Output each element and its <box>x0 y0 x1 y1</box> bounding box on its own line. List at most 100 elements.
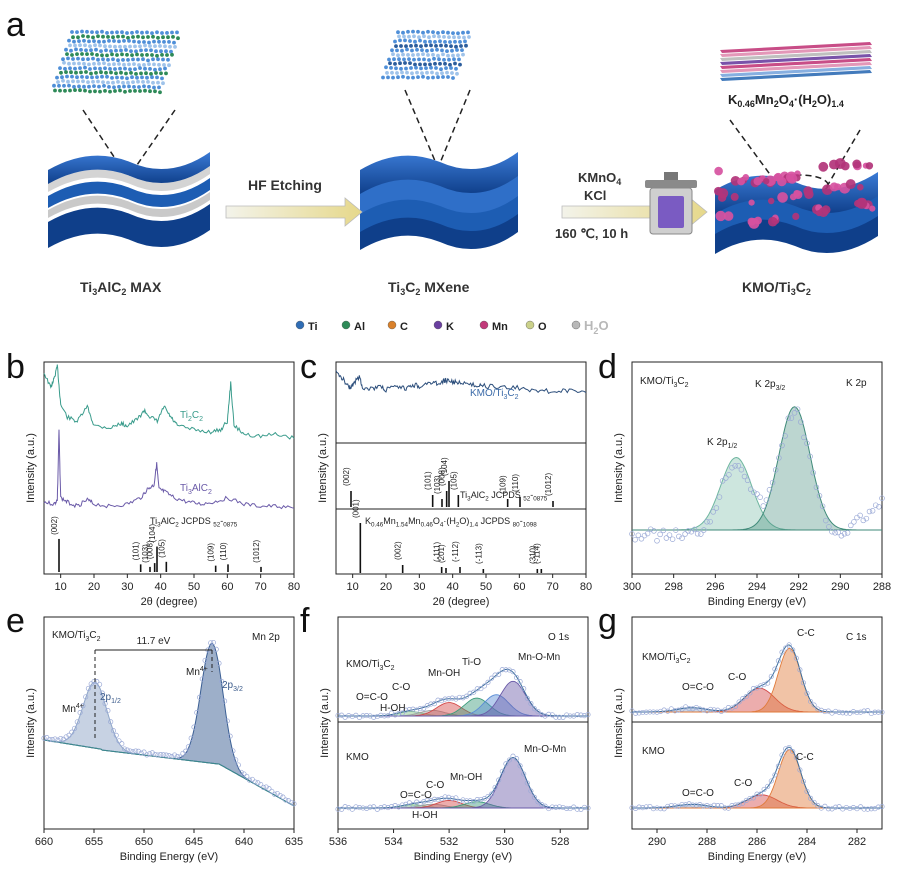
g-s1-point-8 <box>643 804 649 810</box>
atom <box>412 57 416 62</box>
d-point-50 <box>707 518 713 525</box>
f-ylabel: Intensity (a.u.) <box>319 688 331 758</box>
f-s1-point-90 <box>496 777 502 783</box>
atom <box>148 67 152 71</box>
g-s1-point-132 <box>865 806 871 812</box>
atom <box>430 70 434 75</box>
e-point-170 <box>277 792 283 799</box>
e-point-42 <box>99 690 105 696</box>
atom <box>145 30 149 35</box>
d-point-64 <box>729 464 735 471</box>
kmo-nanoflower <box>852 159 862 169</box>
atom <box>425 70 429 75</box>
d-point-154 <box>869 508 876 514</box>
d-point-152 <box>866 508 873 515</box>
kmo-nanoflower <box>768 216 778 227</box>
e-point-146 <box>244 773 250 779</box>
atom <box>149 48 153 53</box>
panel-letter-b: b <box>6 348 25 386</box>
f-s0-point-138 <box>581 713 587 719</box>
b-ref-label-5: (105) <box>157 539 166 558</box>
atom <box>464 43 468 48</box>
kmo-nanoflower <box>753 177 762 186</box>
atom <box>157 85 161 90</box>
atom <box>389 66 393 70</box>
atom <box>102 84 106 88</box>
atom <box>67 38 71 43</box>
g-s0-point-46 <box>711 707 717 713</box>
f-s1-point-42 <box>410 802 416 808</box>
atom <box>81 34 85 38</box>
legend-label-1: Al <box>354 321 365 333</box>
b-xtick-label-4: 50 <box>188 581 200 593</box>
e-point-60 <box>124 747 130 753</box>
atom <box>100 74 104 79</box>
atom <box>427 58 431 62</box>
c-ref2-label-5: (-113) <box>474 543 483 564</box>
atom <box>436 31 440 35</box>
e-point-76 <box>147 751 153 757</box>
atom <box>77 84 81 89</box>
f-s1-point-84 <box>485 793 491 800</box>
g-s0-point-62 <box>740 696 746 702</box>
kmo-nanoflower <box>747 217 756 226</box>
legend-swatch-2 <box>387 320 397 330</box>
atom <box>91 56 95 61</box>
atom <box>173 45 177 49</box>
atom <box>120 30 124 35</box>
g-s1-point-18 <box>661 806 667 812</box>
g-s1-point-124 <box>850 805 856 811</box>
atom <box>435 71 439 76</box>
atom <box>167 63 171 68</box>
e-point-40 <box>97 681 103 687</box>
atom <box>111 57 115 62</box>
f-s1-point-36 <box>399 802 405 808</box>
g-s0-point-18 <box>661 707 667 713</box>
f-s1-point-54 <box>431 796 437 802</box>
g-sample-label-1: KMO <box>642 746 665 757</box>
atom <box>153 89 157 94</box>
e-point-32 <box>85 685 91 691</box>
atom <box>447 57 451 62</box>
g-s0-point-86 <box>783 645 789 651</box>
atom <box>155 53 159 58</box>
atom <box>53 88 57 93</box>
atom <box>143 88 147 93</box>
d-point-122 <box>819 503 826 509</box>
atom <box>70 30 74 34</box>
atom <box>388 61 392 66</box>
atom <box>65 74 69 79</box>
g-region: C 1s <box>846 632 867 643</box>
atom <box>403 38 407 43</box>
f-s0-point-54 <box>431 701 437 707</box>
f-s1-point-112 <box>535 799 541 805</box>
atom <box>95 53 99 57</box>
g-s1-point-4 <box>636 804 642 810</box>
atom <box>118 88 122 93</box>
atom <box>169 49 173 54</box>
f-s1-point-108 <box>528 788 534 794</box>
chart-e-mn2p: 660 655 650 645 640 635 Binding Energy (eV) Int… <box>25 616 303 863</box>
f-s1-point-8 <box>349 806 355 812</box>
atom <box>92 61 96 66</box>
kmo-nanoflower <box>789 193 797 201</box>
f-s1-point-86 <box>489 791 495 797</box>
atom <box>85 29 89 34</box>
f-s1-point-140 <box>585 805 591 811</box>
atom <box>384 65 388 70</box>
c-xlabel: 2θ (degree) <box>433 596 490 608</box>
f-s1-label-1: H-OH <box>412 810 438 821</box>
g-s1-point-138 <box>875 804 881 810</box>
atom <box>77 61 81 66</box>
kmo-layer <box>720 42 872 53</box>
g-s0-point-72 <box>758 683 764 689</box>
atom <box>126 80 130 85</box>
atom <box>455 71 459 76</box>
atom <box>92 84 96 88</box>
b-ref-label-0: (002) <box>50 516 59 535</box>
atom <box>120 52 124 57</box>
chart-f-o1s: 536 534 532 530 528 Binding Energy (eV) Intens… <box>319 616 591 863</box>
atom <box>140 30 144 35</box>
e-point-164 <box>269 788 275 794</box>
kmo-layer <box>720 66 872 77</box>
